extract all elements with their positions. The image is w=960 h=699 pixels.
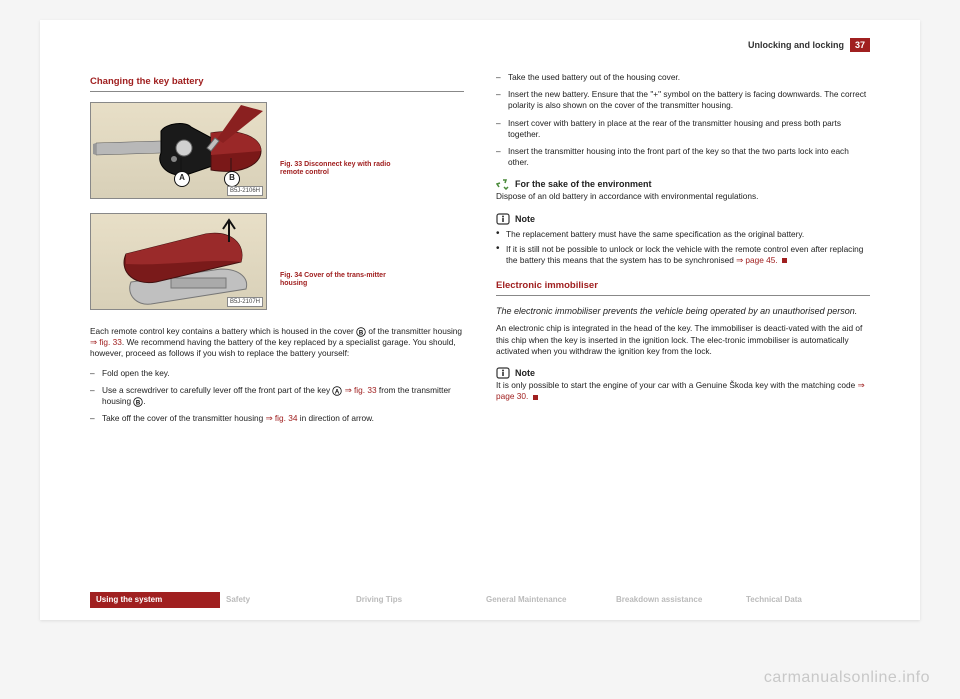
step-fold: Fold open the key.: [90, 368, 464, 379]
step-lever: Use a screwdriver to carefully lever off…: [90, 385, 464, 407]
note2-text: It is only possible to start the engine …: [496, 380, 870, 402]
recycle-icon: [496, 178, 510, 190]
figure-34-code: B5J-2107H: [227, 297, 263, 307]
figure-34-caption: Fig. 34 Cover of the trans-mitter housin…: [280, 272, 410, 314]
svg-text:A: A: [335, 389, 340, 395]
ref-fig33-2: ⇒ fig. 33: [345, 385, 377, 395]
figure-34-block: B5J-2107H Fig. 34 Cover of the trans-mit…: [90, 213, 464, 314]
right-column: Take the used battery out of the housing…: [496, 72, 870, 430]
note-bullet-1: The replacement battery must have the sa…: [496, 229, 870, 240]
note-heading: Note: [496, 213, 870, 225]
step-insert-battery: Insert the new battery. Ensure that the …: [496, 89, 870, 111]
steps-list-right: Take the used battery out of the housing…: [496, 72, 870, 168]
immobiliser-subtitle: The electronic immobiliser prevents the …: [496, 306, 870, 317]
immobiliser-para: An electronic chip is integrated in the …: [496, 323, 870, 357]
ref-page45: ⇒ page 45.: [736, 255, 778, 265]
tab-breakdown[interactable]: Breakdown assistance: [610, 592, 740, 608]
note-bullets: The replacement battery must have the sa…: [496, 229, 870, 267]
svg-text:B: B: [359, 330, 364, 336]
figure-33: A B B5J-2106H: [90, 102, 267, 199]
note-bullet-2: If it is still not be possible to unlock…: [496, 244, 870, 266]
header-title: Unlocking and locking: [748, 40, 844, 50]
left-column: Changing the key battery: [90, 72, 464, 430]
figure-33-label-a: A: [174, 171, 190, 187]
inline-label-b-icon: B: [356, 327, 366, 337]
step-remove-battery: Take the used battery out of the housing…: [496, 72, 870, 83]
figure-33-block: A B B5J-2106H Fig. 33 Disconnect key wit…: [90, 102, 464, 203]
running-header: Unlocking and locking 37: [748, 38, 870, 52]
ref-fig33: ⇒ fig. 33: [90, 337, 122, 347]
step-cover-off: Take off the cover of the transmitter ho…: [90, 413, 464, 424]
end-marker-icon: [533, 395, 538, 400]
steps-list-left: Fold open the key. Use a screwdriver to …: [90, 368, 464, 425]
environment-title: For the sake of the environment: [515, 178, 652, 190]
info-icon: [496, 213, 510, 225]
content-columns: Changing the key battery: [90, 72, 870, 430]
para-intro: Each remote control key contains a batte…: [90, 326, 464, 360]
note-title: Note: [515, 213, 535, 225]
note2-title: Note: [515, 367, 535, 379]
watermark: carmanualsonline.info: [764, 669, 930, 687]
end-marker-icon: [782, 258, 787, 263]
environment-heading: For the sake of the environment: [496, 178, 870, 190]
tab-technical[interactable]: Technical Data: [740, 592, 870, 608]
ref-fig34: ⇒ fig. 34: [266, 413, 298, 423]
note2-heading: Note: [496, 367, 870, 379]
figure-34: B5J-2107H: [90, 213, 267, 310]
section-title-battery: Changing the key battery: [90, 76, 464, 92]
tab-driving-tips[interactable]: Driving Tips: [350, 592, 480, 608]
environment-text: Dispose of an old battery in accordance …: [496, 191, 870, 202]
info-icon: [496, 367, 510, 379]
figure-33-code: B5J-2106H: [227, 186, 263, 196]
page-number: 37: [850, 38, 870, 52]
tab-maintenance[interactable]: General Maintenance: [480, 592, 610, 608]
svg-text:B: B: [136, 400, 141, 406]
section-title-immobiliser: Electronic immobiliser: [496, 280, 870, 296]
figure-34-illustration: [91, 214, 266, 309]
step-insert-housing: Insert the transmitter housing into the …: [496, 146, 870, 168]
figure-33-caption: Fig. 33 Disconnect key with radio remote…: [280, 161, 410, 203]
manual-page: Unlocking and locking 37 Changing the ke…: [40, 20, 920, 620]
figure-33-label-b: B: [224, 171, 240, 187]
inline-label-b2-icon: B: [133, 397, 143, 407]
inline-label-a-icon: A: [332, 386, 342, 396]
tab-safety[interactable]: Safety: [220, 592, 350, 608]
tab-using-system[interactable]: Using the system: [90, 592, 220, 608]
step-insert-cover: Insert cover with battery in place at th…: [496, 118, 870, 140]
footer-tabs: Using the system Safety Driving Tips Gen…: [90, 592, 870, 608]
